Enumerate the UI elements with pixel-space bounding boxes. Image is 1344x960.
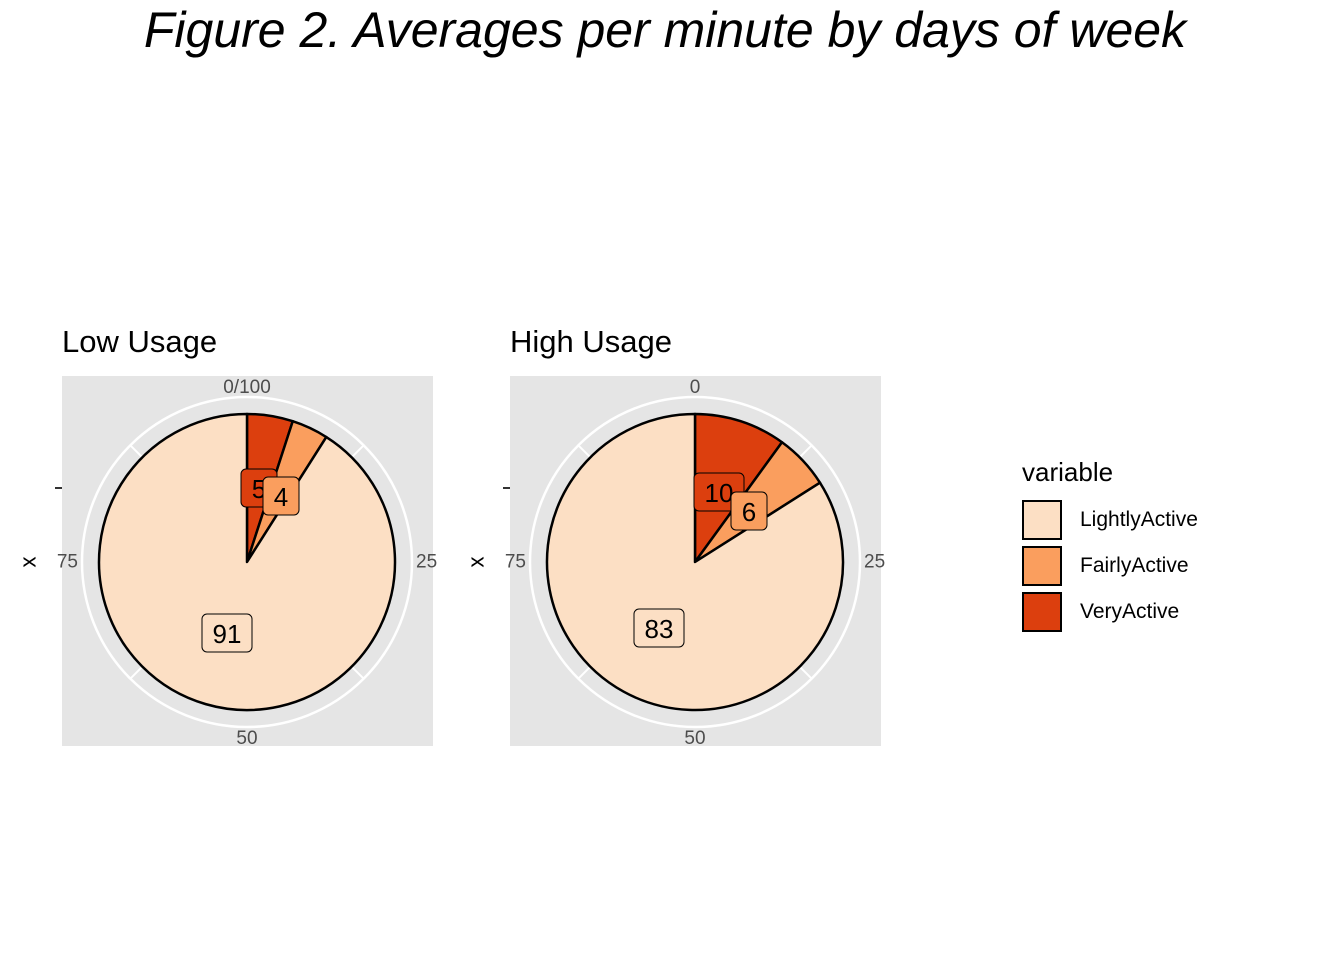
legend-item-fairlyactive: FairlyActive (1022, 543, 1198, 589)
legend-key-veryactive (1022, 592, 1062, 632)
panel-high-usage-data-label-lightlyactive: 83 (645, 614, 674, 644)
legend-label-fairlyactive: FairlyActive (1080, 554, 1189, 577)
panel-high-usage-data-label-veryactive: 10 (705, 478, 734, 508)
facet-title-low-usage: Low Usage (62, 324, 218, 359)
legend-key-fairlyactive (1022, 546, 1062, 586)
legend-title: variable (1022, 457, 1114, 487)
panel-high-usage-slice-lightlyactive (545, 412, 845, 712)
panel-high-usage-data-label-box-fairlyactive (730, 491, 768, 531)
panel-high-usage-y-axis-title: x (464, 557, 489, 568)
legend: variable LightlyActive FairlyActive Very… (1022, 455, 1198, 635)
facet-title-high-usage: High Usage (510, 324, 672, 359)
panel-high-usage-data-label-box-lightlyactive (633, 608, 685, 648)
legend-item-veryactive: VeryActive (1022, 589, 1198, 635)
panel-high-usage-data-label-fairlyactive: 6 (742, 497, 756, 527)
panel-high-usage-grid-circle (528, 395, 862, 729)
legend-key-lightlyactive (1022, 500, 1062, 540)
legend-item-lightlyactive: LightlyActive (1022, 497, 1198, 543)
figure-title: Figure 2. Averages per minute by days of… (143, 2, 1187, 58)
panel-low-usage-slice-lightlyactive (97, 412, 397, 712)
panel-low-usage-tick-label-0: 0/100 (223, 377, 271, 398)
panel-low-usage-tick-label-2: 50 (236, 728, 257, 749)
panel-high-usage-tick-label-2: 50 (684, 728, 705, 749)
panel-low-usage-data-label-box-lightlyactive (201, 613, 253, 653)
panel-high-usage-tick-label-0: 0 (690, 377, 701, 398)
panel-low-usage-data-label-fairlyactive: 4 (274, 482, 288, 512)
panel-low-usage-y-axis-title: x (16, 557, 41, 568)
panel-high-usage-tick-label-1: 25 (864, 552, 885, 573)
panel-low-usage-data-label-lightlyactive: 91 (213, 619, 242, 649)
legend-label-lightlyactive: LightlyActive (1080, 508, 1198, 531)
panel-low-usage-data-label-box-fairlyactive (262, 476, 300, 516)
legend-label-veryactive: VeryActive (1080, 600, 1180, 623)
panel-low-usage-grid-circle (80, 395, 414, 729)
panel-low-usage-tick-label-3: 75 (57, 552, 78, 573)
panel-low-usage-tick-label-1: 25 (416, 552, 437, 573)
panel-high-usage-tick-label-3: 75 (505, 552, 526, 573)
